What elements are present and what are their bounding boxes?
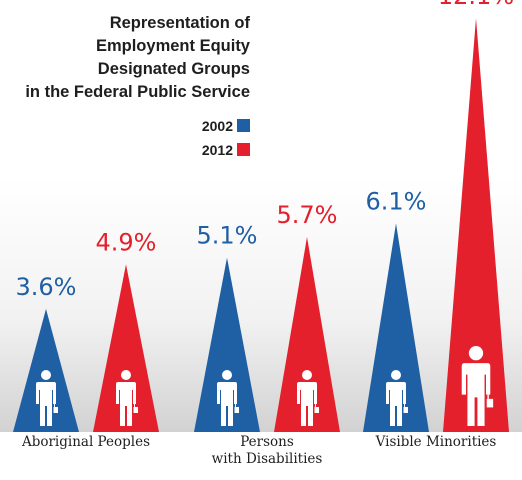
value-label-aboriginal-peoples-2002: 3.6% (16, 273, 77, 301)
value-label-aboriginal-peoples-2012: 4.9% (96, 228, 157, 256)
chart-title-line-2: Employment Equity (96, 37, 251, 55)
category-label-persons-with-disabilities-line-2: with Disabilities (212, 451, 323, 467)
bar-persons-with-disabilities-2002 (194, 257, 260, 432)
category-label-aboriginal-peoples-line-1: Aboriginal Peoples (21, 434, 150, 450)
bar-visible-minorities-2012 (443, 18, 509, 433)
value-label-visible-minorities-2012: 12.1% (438, 0, 514, 10)
chart-background (0, 178, 522, 432)
category-label-persons-with-disabilities-line-1: Persons (240, 434, 294, 450)
legend-label-2012: 2012 (202, 142, 233, 158)
legend-label-2002: 2002 (202, 118, 233, 134)
value-label-visible-minorities-2002: 6.1% (366, 187, 427, 215)
bar-aboriginal-peoples-2012 (93, 264, 159, 432)
bar-persons-with-disabilities-2012 (274, 237, 340, 432)
chart-title-line-3: Designated Groups (98, 60, 250, 78)
value-label-persons-with-disabilities-2012: 5.7% (277, 201, 338, 229)
chart-title-line-4: in the Federal Public Service (25, 83, 250, 101)
value-labels: 3.6% 4.9% 5.1% 5.7% 6.1% 12.1% (16, 0, 515, 301)
legend-swatch-2012 (237, 143, 250, 156)
chart-marks (13, 18, 509, 433)
value-label-persons-with-disabilities-2002: 5.1% (197, 222, 258, 250)
bar-visible-minorities-2002 (363, 223, 429, 432)
category-label-visible-minorities-line-1: Visible Minorities (375, 434, 497, 450)
chart-title-line-1: Representation of (110, 14, 251, 32)
legend-swatch-2002 (237, 119, 250, 132)
